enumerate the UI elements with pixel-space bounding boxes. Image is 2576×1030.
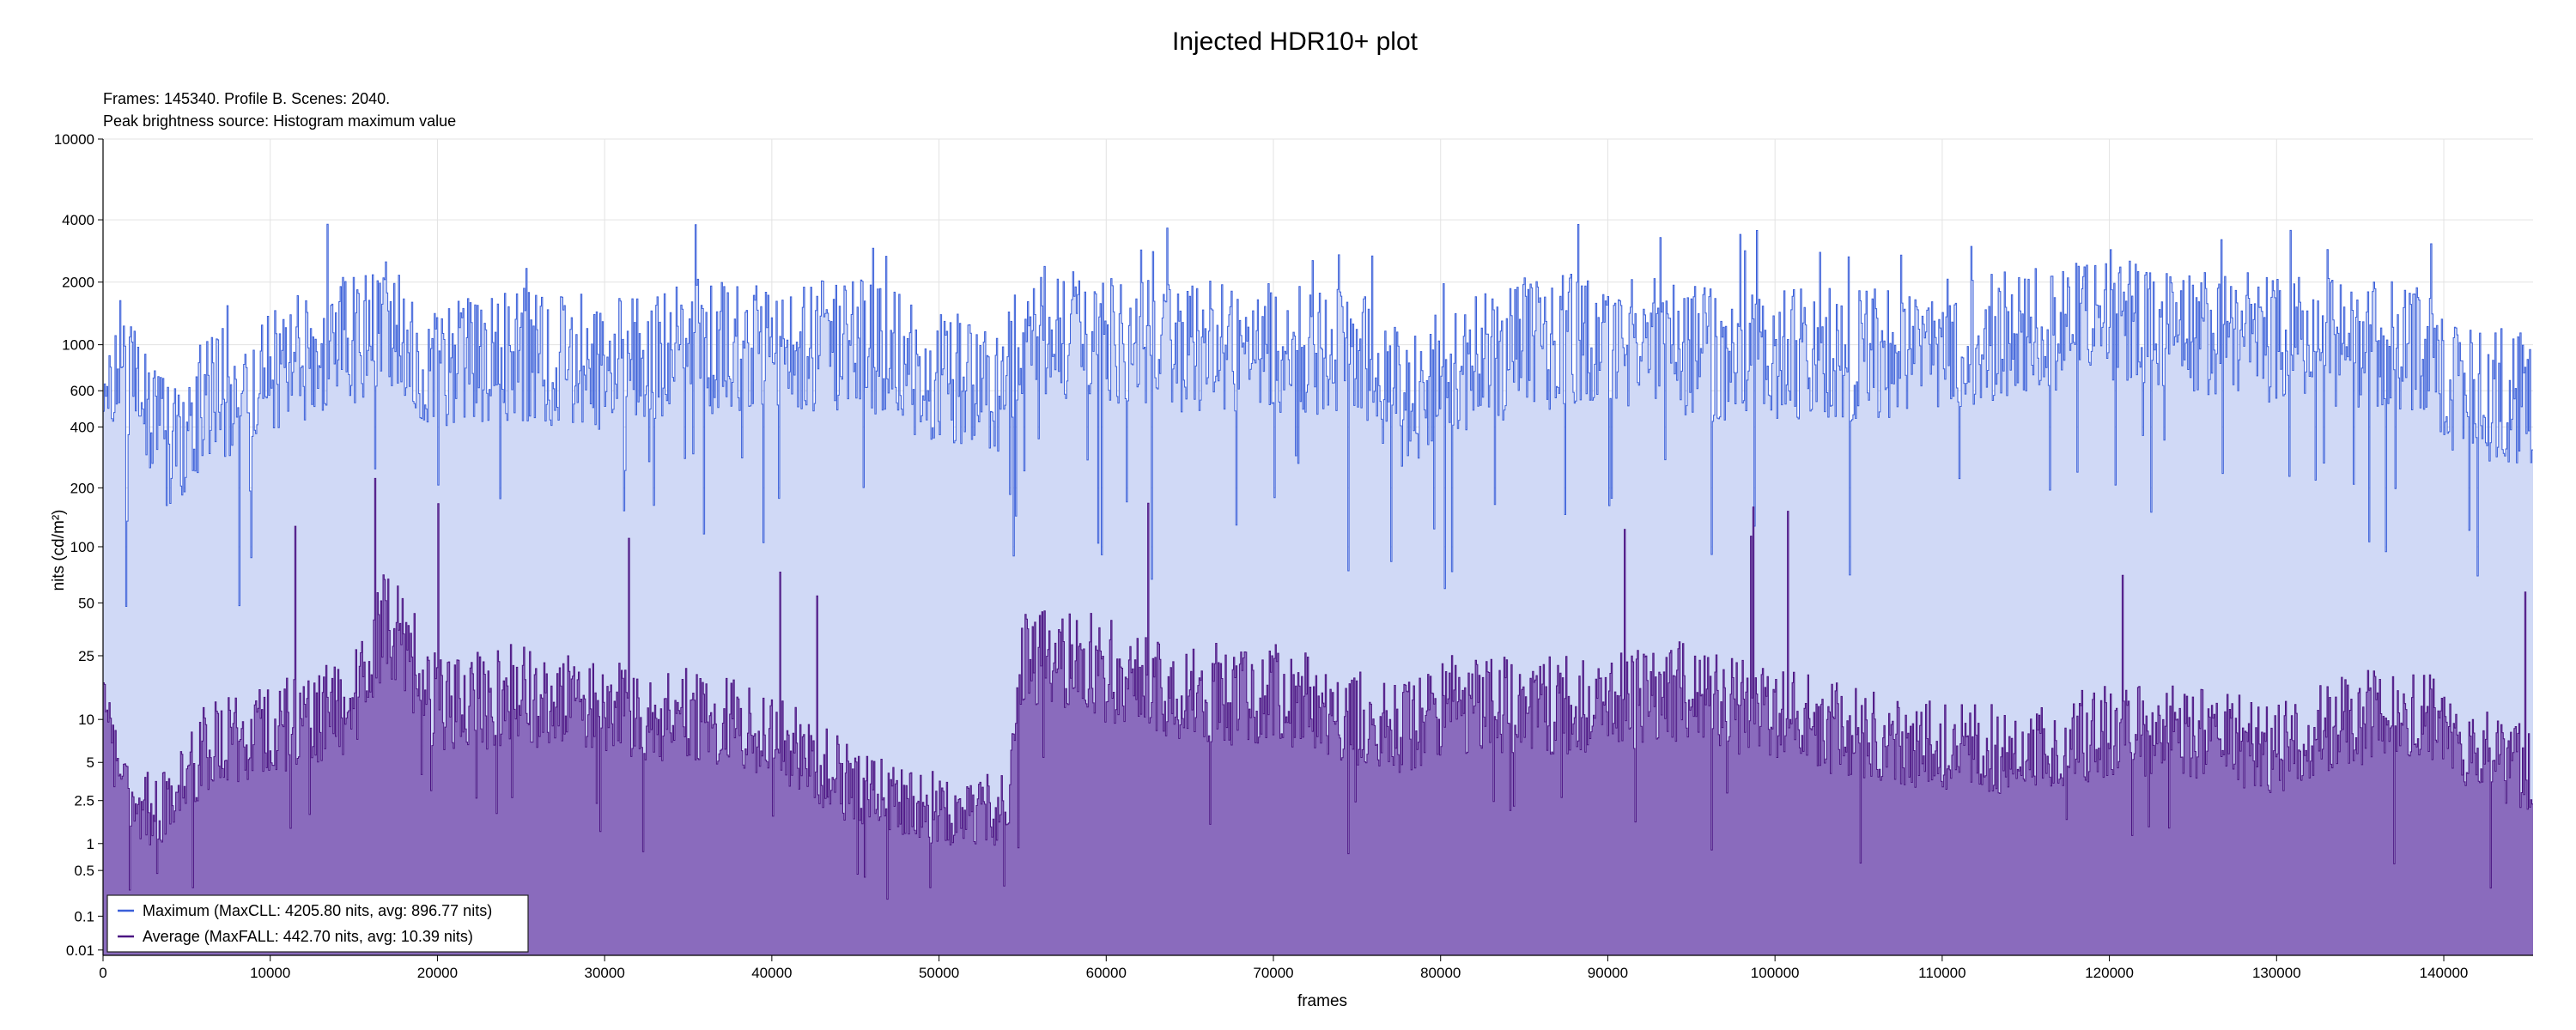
y-tick-label: 0.5: [74, 863, 94, 879]
y-tick-label: 5: [87, 754, 94, 771]
x-tick-label: 30000: [585, 965, 625, 981]
plot-area: [103, 223, 2533, 955]
x-tick-label: 110000: [1918, 965, 1965, 981]
chart-subtitle-frames: Frames: 145340. Profile B. Scenes: 2040.: [103, 90, 390, 107]
y-tick-labels: 0.01 0.1 0.5 1 2.5 5 10 25 50 100 200 400 600 1000 200…: [54, 131, 103, 959]
x-tick-label: 130000: [2252, 965, 2301, 981]
x-tick-label: 100000: [1751, 965, 1800, 981]
chart-legend: Maximum (MaxCLL: 4205.80 nits, avg: 896.…: [106, 894, 529, 953]
y-tick-label: 2000: [62, 275, 94, 291]
y-tick-label: 0.01: [66, 942, 94, 959]
y-tick-label: 10000: [54, 131, 94, 148]
y-tick-label: 200: [70, 480, 94, 496]
chart-subtitle-peak-source: Peak brightness source: Histogram maximu…: [103, 112, 456, 130]
x-tick-labels: 0 10000 20000 30000 40000 50000 60000 70000 8000…: [99, 955, 2468, 981]
x-tick-label: 140000: [2420, 965, 2469, 981]
y-tick-label: 0.1: [74, 908, 94, 924]
x-tick-label: 20000: [417, 965, 458, 981]
y-tick-label: 25: [78, 648, 94, 664]
x-tick-label: 70000: [1253, 965, 1293, 981]
x-tick-label: 50000: [919, 965, 959, 981]
legend-label-average: Average (MaxFALL: 442.70 nits, avg: 10.3…: [143, 928, 473, 945]
y-tick-label: 600: [70, 383, 94, 399]
y-axis-label: nits (cd/m²): [50, 510, 68, 591]
x-tick-label: 40000: [751, 965, 792, 981]
x-tick-label: 0: [99, 965, 106, 981]
legend-label-maximum: Maximum (MaxCLL: 4205.80 nits, avg: 896.…: [143, 902, 492, 919]
y-tick-label: 10: [78, 712, 94, 728]
x-tick-label: 120000: [2085, 965, 2134, 981]
x-tick-label: 10000: [250, 965, 290, 981]
x-tick-label: 60000: [1086, 965, 1127, 981]
y-tick-label: 1: [87, 836, 94, 852]
x-tick-label: 80000: [1420, 965, 1461, 981]
y-tick-label: 2.5: [74, 793, 94, 809]
y-tick-label: 50: [78, 595, 94, 611]
series-maximum-line: [103, 223, 2533, 607]
series-average-line: [103, 477, 2533, 900]
chart-title: Injected HDR10+ plot: [1172, 27, 1419, 56]
y-tick-label: 100: [70, 539, 94, 555]
y-tick-label: 1000: [62, 337, 94, 354]
x-tick-label: 90000: [1588, 965, 1628, 981]
legend-box: [106, 894, 529, 953]
x-axis-label: frames: [1297, 992, 1347, 1010]
axes: [102, 139, 2533, 956]
y-tick-label: 400: [70, 419, 94, 435]
y-tick-label: 4000: [62, 212, 94, 228]
